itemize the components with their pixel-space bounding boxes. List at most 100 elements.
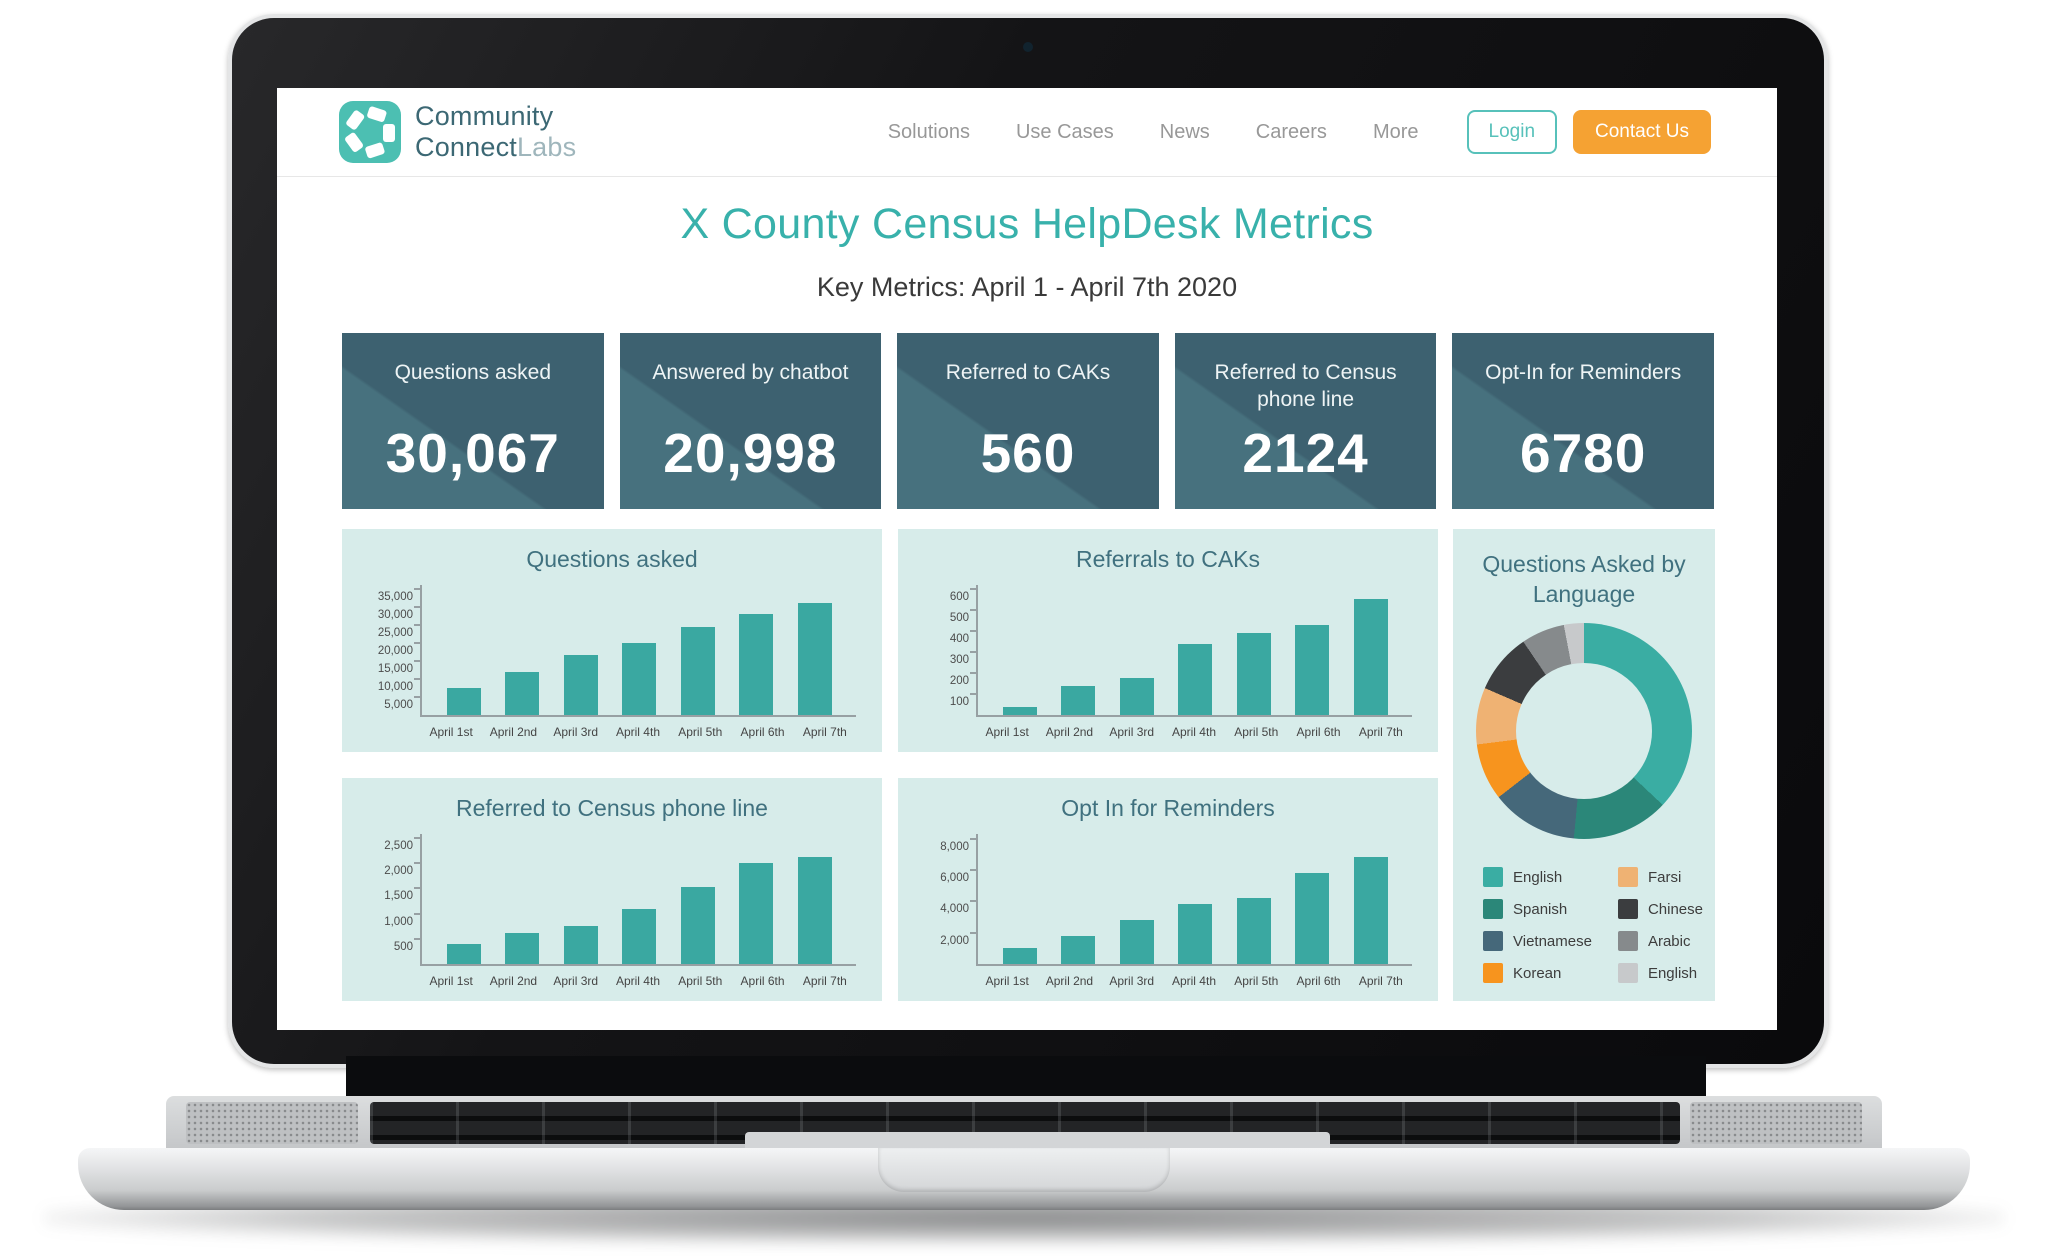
kpi-card-answered-by-chatbot: Answered by chatbot 20,998 — [619, 333, 882, 509]
bar — [739, 614, 773, 715]
x-axis-label: April 4th — [615, 725, 660, 739]
contact-us-button[interactable]: Contact Us — [1573, 110, 1711, 154]
bar — [446, 688, 481, 715]
nav-item-more[interactable]: More — [1372, 120, 1419, 143]
bar — [505, 933, 539, 964]
speaker-grille-right — [1690, 1102, 1862, 1144]
chart-panel-questions-asked: Questions asked 5,000 10,000 15,000 20,000 2… — [342, 529, 882, 752]
bar — [1236, 633, 1271, 715]
bar — [680, 627, 715, 715]
y-axis-tick-label: 2,500 — [384, 840, 413, 853]
kpi-card-questions-asked: Questions asked 30,067 — [342, 333, 604, 509]
kpi-label: Answered by chatbot — [652, 361, 849, 384]
x-axis-label: April 1st — [429, 725, 473, 739]
chart-title: Questions Asked by Language — [1482, 551, 1686, 607]
kpi-value: 30,067 — [385, 422, 560, 484]
logo[interactable]: Community ConnectLabs — [339, 101, 576, 163]
kpi-label: Referred to CAKs — [945, 361, 1111, 384]
y-axis-tick-mark — [414, 862, 420, 865]
y-axis-tick-label: 25,000 — [377, 626, 413, 639]
legend-item: English — [1483, 867, 1592, 887]
legend-swatch — [1483, 963, 1503, 983]
x-axis-label: April 7th — [802, 974, 847, 988]
x-axis-label: April 4th — [1171, 725, 1216, 739]
bar — [1353, 857, 1388, 964]
y-axis-tick-mark — [970, 630, 976, 633]
y-axis-tick-mark — [414, 605, 420, 608]
legend-swatch — [1483, 899, 1503, 919]
y-axis-tick-mark — [414, 641, 420, 644]
y-axis-tick-mark — [414, 677, 420, 680]
bar — [1119, 920, 1154, 964]
x-axis-label: April 2nd — [1045, 725, 1094, 739]
x-axis-labels: April 1st April 2nd April 3rd April 4th Apri… — [976, 974, 1412, 988]
y-axis-tick-label: 500 — [393, 940, 413, 953]
legend-swatch — [1617, 963, 1638, 983]
y-axis-tick-mark — [970, 869, 976, 872]
x-axis-label: April 7th — [802, 725, 847, 739]
y-axis-tick-label: 200 — [949, 675, 969, 688]
bar — [622, 909, 656, 964]
speaker-grille-left — [186, 1102, 358, 1144]
y-axis-tick-mark — [970, 900, 976, 903]
y-axis-tick-mark — [970, 693, 976, 696]
community-connect-labs-icon — [339, 101, 401, 163]
x-axis-label: April 6th — [1296, 974, 1341, 988]
kpi-row: Questions asked 30,067 Answered by chatb… — [342, 333, 1714, 509]
chart-title: Referred to Census phone line — [456, 795, 768, 821]
y-axis-tick-label: 2,000 — [384, 865, 413, 878]
x-axis-label: April 3rd — [1109, 725, 1155, 739]
legend-label: Spanish — [1513, 900, 1568, 918]
x-axis-label: April 2nd — [1045, 974, 1094, 988]
nav-item-solutions[interactable]: Solutions — [887, 120, 970, 143]
laptop-keyboard-deck — [166, 1096, 1882, 1150]
nav-item-careers[interactable]: Careers — [1255, 120, 1327, 143]
y-axis-tick-mark — [414, 623, 420, 626]
bar — [563, 655, 598, 715]
y-axis-tick-mark — [414, 837, 420, 840]
x-axis-label: April 2nd — [489, 974, 538, 988]
bar — [563, 926, 598, 964]
legend-swatch — [1483, 867, 1503, 887]
y-axis-tick-label: 4,000 — [940, 903, 969, 916]
y-axis-tick-label: 300 — [949, 654, 969, 667]
y-axis-tick-mark — [970, 931, 976, 934]
page-title: X County Census HelpDesk Metrics — [680, 200, 1374, 248]
laptop-trackpad — [745, 1132, 1330, 1150]
y-axis-tick-label: 20,000 — [377, 644, 413, 657]
nav-item-use-cases[interactable]: Use Cases — [1015, 120, 1114, 143]
y-axis-tick-label: 30,000 — [377, 608, 413, 621]
x-axis-label: April 4th — [615, 974, 660, 988]
laptop-lid-notch — [878, 1148, 1170, 1192]
y-axis-tick-label: 5,000 — [384, 698, 413, 711]
y-axis-tick-label: 1,500 — [384, 890, 413, 903]
x-axis-label: April 1st — [429, 974, 473, 988]
bar — [1178, 904, 1212, 964]
x-axis-label: April 6th — [740, 725, 785, 739]
nav-item-news[interactable]: News — [1159, 120, 1210, 143]
chart-panel-census-phone-line: Referred to Census phone line 500 1,000 1,… — [342, 778, 882, 1001]
x-axis-label: April 5th — [1234, 974, 1279, 988]
site-header: Community ConnectLabs Solutions Use Case… — [277, 88, 1777, 177]
bar-plot: 500 1,000 1,500 2,000 2,500 — [384, 834, 856, 966]
y-axis-tick-label: 35,000 — [377, 590, 413, 603]
legend-item: Korean — [1483, 963, 1592, 983]
y-axis-tick-mark — [414, 695, 420, 698]
kpi-value: 6780 — [1519, 422, 1647, 484]
kpi-value: 2124 — [1242, 422, 1369, 484]
chart-title: Questions asked — [526, 546, 698, 572]
x-axis-labels: April 1st April 2nd April 3rd April 4th Apri… — [420, 974, 856, 988]
bar — [680, 887, 715, 964]
x-axis-label: April 7th — [1358, 974, 1403, 988]
kpi-card-referred-to-caks: Referred to CAKs 560 — [897, 333, 1159, 509]
login-button[interactable]: Login — [1466, 110, 1558, 154]
bar — [1002, 707, 1037, 715]
y-axis-tick-mark — [414, 887, 420, 890]
bar — [797, 857, 832, 964]
y-axis-tick-mark — [970, 651, 976, 654]
y-axis-tick-label: 400 — [949, 633, 969, 646]
y-axis-tick-label: 1,000 — [384, 915, 413, 928]
y-axis-tick-label: 500 — [949, 612, 969, 625]
legend-label: Korean — [1513, 964, 1562, 982]
legend-item: Spanish — [1483, 899, 1592, 919]
